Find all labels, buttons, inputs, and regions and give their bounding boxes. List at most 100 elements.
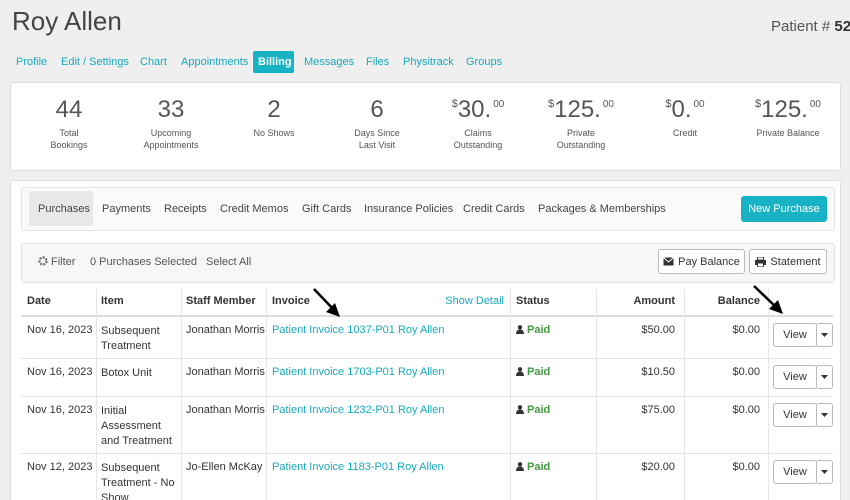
staff-cell: Jonathan Morris xyxy=(186,404,265,416)
view-button[interactable]: View xyxy=(773,365,817,389)
row-rule xyxy=(21,453,833,454)
status-label: Paid xyxy=(527,324,551,336)
stat-value: $125. 00 xyxy=(521,96,641,124)
invoice-link[interactable]: Patient Invoice 1037-P01 Roy Allen xyxy=(272,324,445,336)
item-cell: Subsequent Treatment - No Show xyxy=(101,462,175,500)
stat-cents: 00 xyxy=(809,99,821,110)
nav-tab[interactable]: Edit / Settings xyxy=(61,56,129,68)
invoice-link[interactable]: Patient Invoice 1703-P01 Roy Allen xyxy=(272,366,445,378)
stat-label: Days Since xyxy=(354,128,400,138)
date-cell: Nov 12, 2023 xyxy=(27,461,93,473)
subtab[interactable]: Credit Cards xyxy=(463,203,525,215)
nav-tab[interactable]: Profile xyxy=(16,56,48,68)
filter-button[interactable]: Filter xyxy=(38,256,75,268)
filter-label: Filter xyxy=(51,256,76,268)
date-cell: Nov 16, 2023 xyxy=(27,324,93,336)
view-dropdown[interactable] xyxy=(816,403,833,427)
view-label: View xyxy=(783,466,807,478)
stat-value: $125. 00 xyxy=(728,96,848,124)
column-header: Status xyxy=(516,295,550,307)
stat-prefix: $ xyxy=(755,98,762,110)
balance-cell: $0.00 xyxy=(732,404,760,416)
amount-cell: $10.50 xyxy=(641,366,675,378)
view-label: View xyxy=(783,371,807,383)
stat-label: Credit xyxy=(672,128,697,138)
subtab[interactable]: Insurance Policies xyxy=(364,203,454,215)
patient-name: Roy Allen xyxy=(12,6,122,36)
nav-tab[interactable]: Messages xyxy=(304,56,355,68)
statement-button[interactable]: Statement xyxy=(749,249,827,274)
billing-panel xyxy=(10,180,841,500)
nav-tab[interactable]: Chart xyxy=(140,56,167,68)
patient-number: Patient # 52 xyxy=(771,18,850,35)
stat-value: 2 xyxy=(214,96,334,124)
statement-label: Statement xyxy=(770,255,821,268)
nav-tab[interactable]: Billing xyxy=(258,56,292,68)
stat-value: 33 xyxy=(111,96,231,124)
column-divider xyxy=(510,289,511,500)
column-header: Balance xyxy=(717,295,760,307)
stat-label: Private Balance xyxy=(756,128,820,138)
view-label: View xyxy=(783,409,807,421)
column-divider xyxy=(266,289,267,500)
subtab-active-bg xyxy=(29,191,93,226)
pay-balance-label: Pay Balance xyxy=(678,255,740,268)
subtab[interactable]: Gift Cards xyxy=(302,203,352,215)
column-divider xyxy=(96,289,97,500)
balance-cell: $0.00 xyxy=(732,366,760,378)
row-rule xyxy=(21,396,833,397)
stat-label: Outstanding xyxy=(556,140,606,150)
select-all[interactable]: Select All xyxy=(206,256,252,268)
new-purchase-button[interactable]: New Purchase xyxy=(741,196,827,222)
view-dropdown[interactable] xyxy=(816,365,833,389)
stat-label: Upcoming xyxy=(150,128,192,138)
column-header: Staff Member xyxy=(186,295,256,307)
subtab[interactable]: Receipts xyxy=(164,203,207,215)
nav-tab[interactable]: Physitrack xyxy=(403,56,454,68)
status-cell: Paid xyxy=(516,366,550,378)
nav-tab[interactable]: Appointments xyxy=(181,56,249,68)
stat-number: 44 xyxy=(55,96,83,123)
balance-cell: $0.00 xyxy=(732,324,760,336)
patient-number-value: 52 xyxy=(834,18,850,35)
show-detail-link[interactable]: Show Detail xyxy=(445,295,504,307)
pay-balance-button[interactable]: Pay Balance xyxy=(658,249,745,274)
subtab[interactable]: Payments xyxy=(102,203,151,215)
nav-tab[interactable]: Groups xyxy=(466,56,503,68)
stat-number: 2 xyxy=(267,96,281,123)
amount-cell: $50.00 xyxy=(641,324,675,336)
stat-number: 0. xyxy=(671,96,692,123)
invoice-link[interactable]: Patient Invoice 1232-P01 Roy Allen xyxy=(272,404,445,416)
date-cell: Nov 16, 2023 xyxy=(27,404,93,416)
selected-count: 0 Purchases Selected xyxy=(90,256,198,268)
staff-cell: Jo-Ellen McKay xyxy=(186,461,263,473)
status-cell: Paid xyxy=(516,461,550,473)
view-dropdown[interactable] xyxy=(816,460,833,484)
header-rule xyxy=(21,315,833,317)
column-divider xyxy=(684,289,685,500)
subtab[interactable]: Credit Memos xyxy=(220,203,289,215)
subtab[interactable]: Packages & Memberships xyxy=(538,203,666,215)
stat-value: $30. 00 xyxy=(418,96,538,124)
view-button[interactable]: View xyxy=(773,403,817,427)
patient-label: Patient # xyxy=(771,18,831,35)
subtab-bar xyxy=(21,187,835,231)
stat-number: 6 xyxy=(370,96,384,123)
subtab[interactable]: Purchases xyxy=(38,203,90,215)
stat-label: No Shows xyxy=(253,128,295,138)
view-dropdown[interactable] xyxy=(816,323,833,347)
column-header: Amount xyxy=(633,295,675,307)
stat-value: $0. 00 xyxy=(625,96,745,124)
column-header: Item xyxy=(101,295,124,307)
balance-cell: $0.00 xyxy=(732,461,760,473)
stat-prefix: $ xyxy=(451,98,458,110)
date-cell: Nov 16, 2023 xyxy=(27,366,93,378)
amount-cell: $75.00 xyxy=(641,404,675,416)
stat-label: Private xyxy=(566,128,595,138)
nav-tab[interactable]: Files xyxy=(366,56,390,68)
invoice-link[interactable]: Patient Invoice 1183-P01 Roy Allen xyxy=(272,461,444,473)
view-button[interactable]: View xyxy=(773,460,817,484)
stat-label: Total xyxy=(59,128,79,138)
stat-label: Bookings xyxy=(50,140,88,150)
